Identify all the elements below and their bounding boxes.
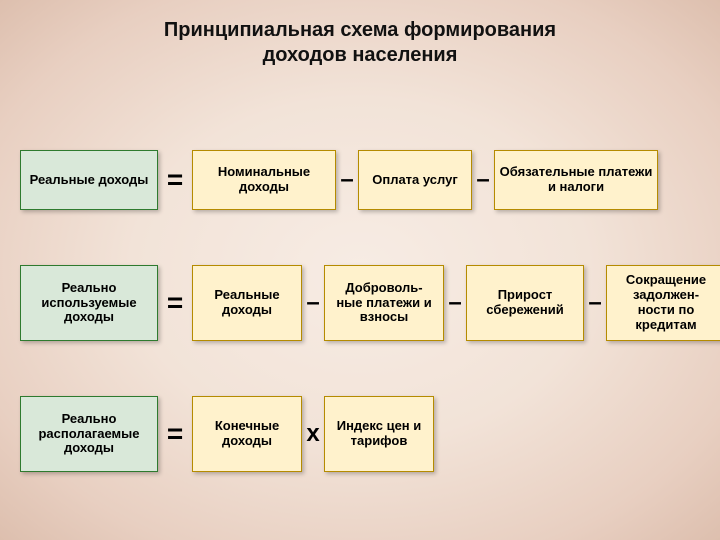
diagram-body: Реальные доходы=Номинальные доходы–Оплат…	[20, 150, 700, 527]
term-box: Прирост сбережений	[466, 265, 584, 341]
term-box: Реальные доходы	[192, 265, 302, 341]
equals-operator: =	[158, 418, 192, 450]
result-box: Реально располагаемые доходы	[20, 396, 158, 472]
equals-operator: =	[158, 164, 192, 196]
result-box: Реально используемые доходы	[20, 265, 158, 341]
operator: –	[444, 289, 466, 317]
title-line-1: Принципиальная схема формирования	[164, 19, 556, 41]
term-box: Оплата услуг	[358, 150, 472, 210]
equals-operator: =	[158, 287, 192, 319]
operator: –	[584, 289, 606, 317]
operator: –	[302, 289, 324, 317]
term-box: Сокращение задолжен-ности по кредитам	[606, 265, 720, 341]
equation-row: Реально располагаемые доходы=Конечные до…	[20, 396, 700, 472]
diagram-title: Принципиальная схема формирования доходо…	[0, 0, 720, 68]
operator: –	[336, 166, 358, 194]
term-box: Индекс цен и тарифов	[324, 396, 434, 472]
title-line-2: доходов населения	[263, 44, 458, 66]
operator: –	[472, 166, 494, 194]
result-box: Реальные доходы	[20, 150, 158, 210]
term-box: Номинальные доходы	[192, 150, 336, 210]
operator: х	[302, 420, 324, 448]
term-box: Конечные доходы	[192, 396, 302, 472]
equation-row: Реальные доходы=Номинальные доходы–Оплат…	[20, 150, 700, 210]
term-box: Обязательные платежи и налоги	[494, 150, 658, 210]
term-box: Доброволь-ные платежи и взносы	[324, 265, 444, 341]
equation-row: Реально используемые доходы=Реальные дох…	[20, 265, 700, 341]
